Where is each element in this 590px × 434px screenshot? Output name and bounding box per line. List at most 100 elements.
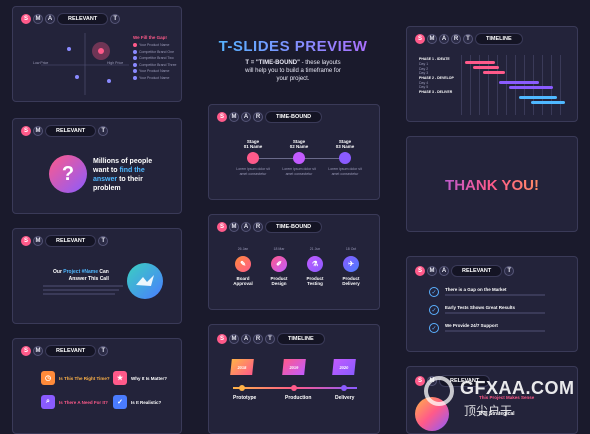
- text-placeholder-line: [445, 312, 545, 314]
- question-item: ✓ Is It Realistic?: [113, 395, 161, 409]
- search-icon: ⌕: [41, 395, 55, 409]
- check-item: ✓ Early Tests Shows Great Results: [429, 305, 545, 315]
- list-item: Competitor Brand Three: [133, 63, 176, 68]
- thank-you-text: THANK YOU!: [407, 177, 577, 194]
- question-item: ★ Why It Is Matter?: [113, 371, 167, 385]
- strategy-line-1: This Project Makes Sense: [479, 395, 535, 400]
- section-pill: TIME-BOUND: [265, 221, 323, 233]
- axis-label-right: High Price: [107, 61, 124, 65]
- logo-icon: [127, 263, 163, 299]
- letter-a: A: [45, 14, 55, 24]
- slide-relevant-question[interactable]: S M RELEVANT T ? Millions of people want…: [12, 118, 182, 214]
- strategy-line-2: It Is Strategical: [479, 411, 515, 417]
- slide-timeline-gantt[interactable]: S M A R T TIMELINE PHASE 1 - IDEATE Day …: [406, 26, 578, 122]
- letter-r: R: [451, 34, 461, 44]
- text-placeholder-line: [43, 293, 115, 295]
- slide-thank-you[interactable]: THANK YOU!: [406, 136, 578, 232]
- section-pill: RELEVANT: [57, 13, 109, 25]
- stage-item: Stage 02 Name Lorem ipsum dolor sit amet…: [282, 139, 316, 176]
- list-item: Your Product Name: [133, 76, 176, 81]
- watermark-text: GFXAA.COM: [460, 378, 575, 398]
- intro-title: T-SLIDES PREVIEW: [208, 38, 378, 55]
- gantt-bar: [519, 96, 557, 99]
- milestone-row: 26 Jan ✎ Board Approval 18 Mar ✐ Product…: [227, 247, 367, 286]
- list-item: Your Product Name: [133, 43, 176, 48]
- smart-letters: S M A R TIME-BOUND: [217, 221, 323, 233]
- smart-letters: S M A R T TIMELINE: [415, 33, 523, 45]
- letter-m: M: [229, 112, 239, 122]
- text-placeholder-line: [445, 330, 545, 332]
- letter-a: A: [241, 222, 251, 232]
- gantt-bar: [499, 81, 539, 84]
- stage-icon: [247, 152, 259, 164]
- slide-time-bound-milestones[interactable]: S M A R TIME-BOUND 26 Jan ✎ Board Approv…: [208, 214, 380, 310]
- stage-item: Stage 01 Name Lorem ipsum dolor sit amet…: [236, 139, 270, 176]
- letter-t: T: [504, 266, 515, 276]
- watermark-logo-icon: [424, 376, 454, 406]
- gantt-bar: [465, 61, 495, 64]
- slide-relevant-answer[interactable]: S M RELEVANT T Our Project #Name Can Ans…: [12, 228, 182, 324]
- timeline-dot: [239, 385, 245, 391]
- section-pill: RELEVANT: [45, 235, 97, 247]
- letter-m: M: [427, 34, 437, 44]
- slide-relevant-questions[interactable]: S M RELEVANT T ◷ Is This The Right Time?…: [12, 338, 182, 434]
- letter-m: M: [33, 126, 43, 136]
- approval-icon: ✎: [235, 255, 251, 272]
- slide-time-bound-stages[interactable]: S M A R TIME-BOUND Stage 01 Name Lorem i…: [208, 104, 380, 200]
- slide-relevant-price-map[interactable]: S M A RELEVANT T Low Price High Price We…: [12, 6, 182, 102]
- check-icon: ✓: [429, 305, 439, 315]
- gantt-labels: PHASE 1 - IDEATE Day 1 Day 2 Day 3 PHASE…: [419, 57, 454, 94]
- gantt-grid: [461, 55, 569, 115]
- section-pill: RELEVANT: [45, 345, 97, 357]
- phase-label: Delivery: [335, 395, 355, 401]
- letter-t: T: [98, 236, 109, 246]
- slide-timeline-cards[interactable]: S M A R T TIMELINE 2018 2019 2020 Protot…: [208, 324, 380, 434]
- section-pill: TIMELINE: [475, 33, 523, 45]
- letter-t: T: [463, 34, 473, 44]
- letter-t: T: [265, 334, 275, 344]
- smart-letters: S M RELEVANT T: [21, 345, 109, 357]
- bullet-icon: [133, 56, 137, 61]
- section-pill: TIME-BOUND: [265, 111, 323, 123]
- timeline-card: 2020: [332, 359, 356, 375]
- letter-s: S: [415, 34, 425, 44]
- gantt-bar: [509, 86, 553, 89]
- letter-s: S: [415, 376, 425, 386]
- stage-icon: [293, 152, 305, 164]
- answer-heading: Our Project #Name Can Answer This Call: [53, 269, 109, 282]
- stage-item: Stage 03 Name Lorem ipsum dolor sit amet…: [328, 139, 362, 176]
- check-icon: ✓: [429, 287, 439, 297]
- section-pill: TIMELINE: [277, 333, 325, 345]
- letter-a: A: [241, 112, 251, 122]
- bullet-icon: [133, 69, 137, 74]
- smart-letters: S M RELEVANT T: [21, 235, 109, 247]
- milestone-item: 18 Mar ✐ Product Design: [270, 247, 288, 286]
- stage-description: Lorem ipsum dolor sit amet consectetur: [328, 167, 362, 176]
- bullet-icon: [133, 75, 137, 80]
- check-icon: ✓: [113, 395, 127, 409]
- phase-label: Prototype: [233, 395, 257, 401]
- milestone-item: 21 Jun ⚗ Product Testing: [306, 247, 324, 286]
- letter-a: A: [241, 334, 251, 344]
- text-placeholder-line: [43, 285, 123, 287]
- intro-description: T = "TIME-BOUND" - these layouts will he…: [245, 60, 341, 82]
- letter-s: S: [21, 346, 31, 356]
- letter-r: R: [253, 222, 263, 232]
- letter-s: S: [21, 126, 31, 136]
- question-item: ◷ Is This The Right Time?: [41, 371, 110, 385]
- section-pill: RELEVANT: [45, 125, 97, 137]
- list-item: Your Product Name: [133, 69, 176, 74]
- letter-a: A: [439, 266, 449, 276]
- smart-letters: S M A R TIME-BOUND: [217, 111, 323, 123]
- text-placeholder-line: [445, 294, 545, 296]
- axis-label-left: Low Price: [33, 61, 49, 65]
- letter-s: S: [217, 334, 227, 344]
- letter-r: R: [253, 334, 263, 344]
- timeline-dot: [291, 385, 297, 391]
- slide-relevant-checklist[interactable]: S M A RELEVANT T ✓ There is a Gap on the…: [406, 256, 578, 352]
- smart-letters: S M A RELEVANT T: [415, 265, 515, 277]
- watermark-subtext: 顶尖户干: [464, 404, 513, 418]
- letter-s: S: [415, 266, 425, 276]
- question-item: ⌕ Is There A Need For It?: [41, 395, 108, 409]
- watermark: GFXAA.COM 顶尖户干: [420, 372, 590, 434]
